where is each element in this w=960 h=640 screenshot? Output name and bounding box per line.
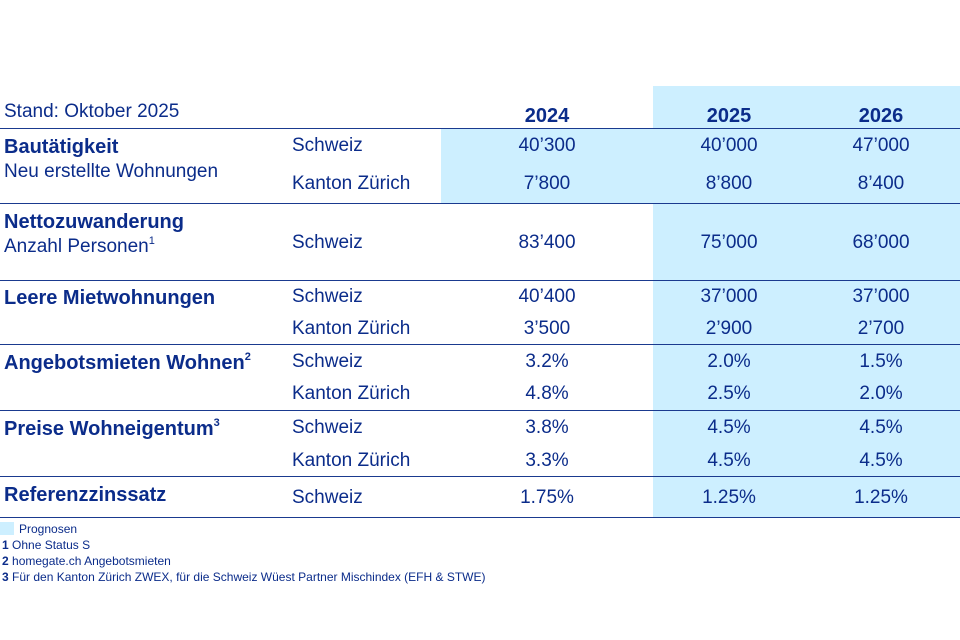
forecast-shade-2026-rest [806,345,960,518]
value-cell: 7’800 [523,173,571,194]
value-cell: 40’400 [518,286,576,307]
value-cell: 2.5% [707,383,751,404]
footnote-ref: 3 [213,417,220,429]
rule-5 [0,476,960,477]
category-referenzzinssatz: Referenzzinssatz [4,484,167,506]
year-2026: 2026 [858,105,904,127]
rule-header [0,128,960,129]
value-cell: 40’000 [700,135,758,156]
forecast-shade-2026-leere [806,281,960,345]
value-cell: 3’500 [523,318,571,339]
value-cell: 2’900 [705,318,753,339]
value-cell: 2’700 [857,318,905,339]
subtitle-nettozuwanderung: Anzahl Personen1 [4,235,155,257]
value-cell: 1.25% [702,487,756,508]
value-cell: 37’000 [852,286,910,307]
region-label: Schweiz [292,135,363,156]
region-label: Schweiz [292,351,363,372]
footnote-ref: 1 [148,235,155,247]
value-cell: 4.8% [525,383,569,404]
rule-bottom [0,517,960,518]
category-angebotsmieten: Angebotsmieten Wohnen2 [4,351,251,374]
legend-label: Prognosen [19,522,78,536]
value-cell: 40’300 [518,135,576,156]
rule-3 [0,344,960,345]
value-cell: 8’800 [705,173,753,194]
stand-label: Stand: Oktober 2025 [4,101,180,122]
region-label: Schweiz [292,417,363,438]
category-bautaetigkeit: Bautätigkeit [4,136,119,158]
value-cell: 75’000 [700,232,758,253]
value-cell: 4.5% [859,450,903,471]
legend-swatch [0,522,14,535]
category-preise-wohneigentum: Preise Wohneigentum3 [4,417,220,440]
value-cell: 68’000 [852,232,910,253]
year-2025: 2025 [706,105,752,127]
rule-2 [0,280,960,281]
region-label: Schweiz [292,286,363,307]
region-label: Kanton Zürich [292,173,411,194]
region-label: Kanton Zürich [292,450,411,471]
category-leere-mietwohnungen: Leere Mietwohnungen [4,287,216,309]
rule-4 [0,410,960,411]
value-cell: 1.5% [859,351,903,372]
region-label: Schweiz [292,487,363,508]
footnote-ref: 2 [244,351,251,363]
region-label: Kanton Zürich [292,383,411,404]
forecast-shade-2025-column [653,86,806,518]
rule-1 [0,203,960,204]
footnote-3: 3 Für den Kanton Zürich ZWEX, für die Sc… [2,570,486,584]
value-cell: 3.8% [525,417,569,438]
value-cell: 47’000 [852,135,910,156]
value-cell: 37’000 [700,286,758,307]
value-cell: 1.75% [520,487,574,508]
forecast-shade-2026-column [806,86,960,281]
footnote-1: 1 Ohne Status S [2,538,91,552]
value-cell: 3.3% [525,450,569,471]
value-cell: 2.0% [707,351,751,372]
region-label: Kanton Zürich [292,318,411,339]
value-cell: 8’400 [857,173,905,194]
value-cell: 4.5% [707,450,751,471]
value-cell: 3.2% [525,351,569,372]
value-cell: 2.0% [859,383,903,404]
value-cell: 83’400 [518,232,576,253]
subtitle-bautaetigkeit: Neu erstellte Wohnungen [4,161,219,182]
value-cell: 4.5% [707,417,751,438]
value-cell: 4.5% [859,417,903,438]
category-nettozuwanderung: Nettozuwanderung [4,211,184,233]
year-2024: 2024 [524,105,570,127]
value-cell: 1.25% [854,487,908,508]
region-label: Schweiz [292,232,363,253]
footnote-2: 2 homegate.ch Angebotsmieten [2,554,171,568]
